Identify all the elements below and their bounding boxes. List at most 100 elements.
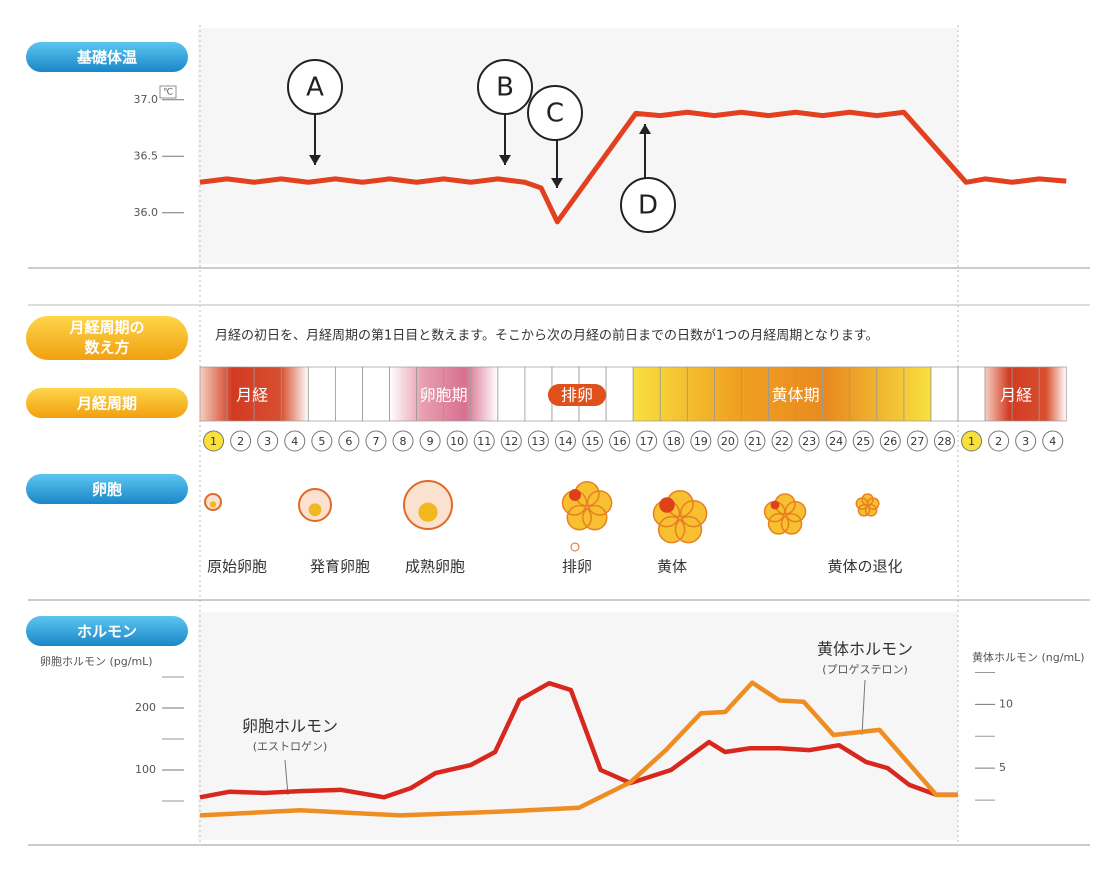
- marker-circle: [477, 59, 533, 115]
- day-number: 3: [264, 435, 271, 448]
- description: 月経の初日を、月経周期の第1日目と数えます。そこから次の月経の前日までの日数が1…: [215, 328, 879, 344]
- day-number: 16: [613, 435, 627, 448]
- marker-label: A: [306, 73, 324, 103]
- day-circle: [961, 430, 983, 452]
- stage-label: 原始卵胞: [207, 558, 267, 576]
- ovum: [570, 542, 580, 552]
- bbt-line: [199, 109, 1067, 225]
- day-circle: [446, 430, 468, 452]
- section-label: ホルモン: [77, 623, 137, 641]
- phase-label: 黄体期: [772, 386, 820, 405]
- day-number: 7: [372, 435, 379, 448]
- hormone-line: [199, 680, 958, 818]
- section-pill: [26, 474, 188, 504]
- follicle-core: [209, 501, 217, 508]
- day-number: 8: [400, 435, 407, 448]
- day-number: 12: [504, 435, 518, 448]
- phase-label: 卵胞期: [420, 386, 468, 405]
- stage-label: 黄体: [657, 558, 687, 576]
- ovulation-icon-core: [569, 489, 581, 501]
- marker-label: D: [638, 191, 658, 221]
- day-number: 6: [345, 435, 352, 448]
- day-number: 3: [1022, 435, 1029, 448]
- day-cell: [605, 366, 634, 422]
- hormone-line: [199, 680, 958, 800]
- day-cell: [497, 366, 526, 422]
- day-circle: [582, 430, 604, 452]
- y2-axis-label: 黄体ホルモン (ng/mL): [972, 650, 1085, 664]
- day-number: 4: [291, 435, 298, 448]
- day-number: 11: [477, 435, 491, 448]
- stage-label: 成熟卵胞: [405, 558, 465, 576]
- y2-tick-label: 10: [999, 697, 1013, 710]
- marker-circle: [287, 59, 343, 115]
- day-number: 18: [667, 435, 681, 448]
- y-tick-label: 200: [135, 701, 156, 714]
- day-circle: [257, 430, 279, 452]
- day-number: 1: [210, 435, 217, 448]
- day-circle: [825, 430, 847, 452]
- corpus-luteum-icon-core: [659, 497, 675, 513]
- day-cell: [957, 366, 986, 422]
- unit-box: [159, 85, 177, 99]
- marker-arrowhead: [551, 178, 563, 188]
- day-cell: [362, 366, 390, 422]
- leader-line: [861, 679, 866, 736]
- section-label: 卵胞: [92, 481, 122, 499]
- section-label: 数え方: [84, 339, 129, 357]
- day-number: 27: [910, 435, 924, 448]
- y-tick-label: 36.0: [134, 206, 159, 219]
- day-circle: [636, 430, 658, 452]
- stage-label: 発育卵胞: [310, 558, 370, 576]
- ovulation-icon: [561, 481, 613, 531]
- day-circle: [690, 430, 712, 452]
- section-pill: [26, 388, 188, 418]
- y-axis-label: 卵胞ホルモン (pg/mL): [40, 655, 153, 668]
- phase-label: 月経: [1000, 386, 1032, 405]
- marker-arrowhead: [309, 155, 321, 165]
- phase-label: 月経: [236, 386, 268, 405]
- series-subname: (エストロゲン): [253, 740, 328, 753]
- day-number: 4: [1049, 435, 1056, 448]
- day-number: 2: [995, 435, 1002, 448]
- marker-label: C: [546, 99, 564, 129]
- day-circle: [879, 430, 901, 452]
- day-circle: [798, 430, 820, 452]
- day-circle: [906, 430, 928, 452]
- day-number: 2: [237, 435, 244, 448]
- day-circle: [717, 430, 739, 452]
- day-circle: [744, 430, 766, 452]
- marker-label: B: [496, 73, 514, 103]
- day-number: 1: [968, 435, 975, 448]
- follicle-core: [418, 502, 438, 522]
- unit: ℃: [163, 88, 173, 98]
- marker-circle: [620, 177, 676, 233]
- day-cell: [1038, 366, 1067, 422]
- day-number: 10: [450, 435, 464, 448]
- y-tick-label: 100: [135, 763, 156, 776]
- day-number: 25: [856, 435, 870, 448]
- day-circle: [500, 430, 522, 452]
- day-circle: [527, 430, 549, 452]
- stage-label: 黄体の退化: [827, 558, 902, 576]
- leader-line: [284, 759, 289, 796]
- series-name: 黄体ホルモン: [817, 640, 913, 659]
- stage-label: 排卵: [562, 558, 592, 576]
- day-circle: [852, 430, 874, 452]
- marker-arrowhead: [499, 155, 511, 165]
- day-number: 23: [802, 435, 816, 448]
- day-cell: [307, 366, 336, 422]
- corpus-luteum-icon: [652, 489, 708, 544]
- day-circle: [554, 430, 576, 452]
- day-circle: [933, 430, 955, 452]
- day-number: 22: [775, 435, 789, 448]
- series-name: 卵胞ホルモン: [242, 717, 338, 736]
- day-number: 9: [427, 435, 434, 448]
- marker-circle: [527, 85, 583, 141]
- phase-label: 排卵: [561, 386, 593, 405]
- day-circle: [338, 430, 360, 452]
- day-circle: [284, 430, 306, 452]
- regression-icon: [855, 493, 880, 517]
- phase-band: [633, 367, 931, 421]
- day-circle: [311, 430, 333, 452]
